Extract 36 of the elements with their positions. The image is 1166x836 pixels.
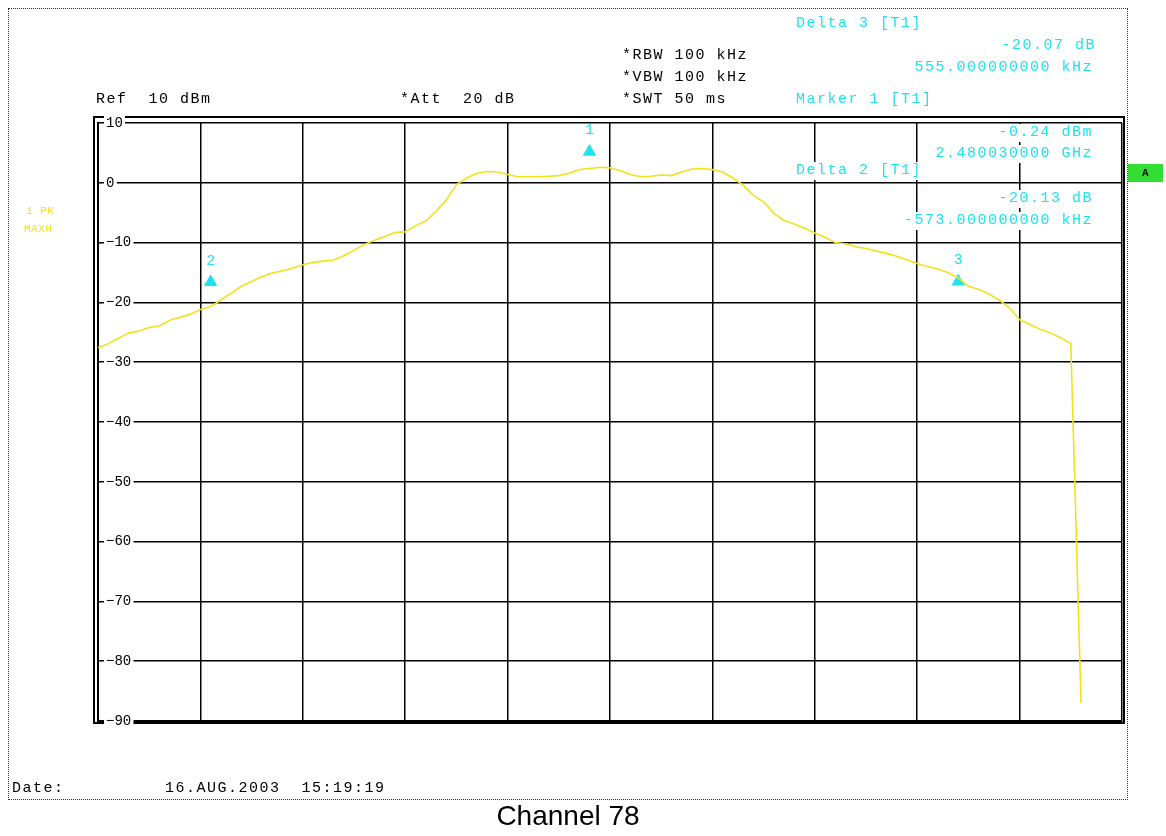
y-tick-label: −80 xyxy=(106,652,132,669)
text: MAXH xyxy=(24,222,53,237)
annotation: 2.480030000 GHz xyxy=(935,145,1093,163)
text: *Att 20 dB xyxy=(400,91,516,109)
y-tick-label: −30 xyxy=(106,353,132,370)
y-tick-label: −20 xyxy=(106,294,132,311)
annotation: -20.13 dB xyxy=(998,190,1093,208)
y-tick-label: −50 xyxy=(106,473,132,490)
text: 16.AUG.2003 15:19:19 xyxy=(165,780,386,798)
y-tick-label: 0 xyxy=(106,174,115,191)
y-tick-label: −40 xyxy=(106,413,132,430)
series-label: 3 xyxy=(953,251,963,269)
text: *SWT 50 ms xyxy=(622,91,728,109)
text: 1 PK xyxy=(26,204,55,219)
y-tick-label: −70 xyxy=(106,593,132,610)
text: Date: xyxy=(12,780,65,798)
text: -20.07 dB xyxy=(1001,37,1096,55)
series-label: 2 xyxy=(206,252,216,270)
text: Ref 10 dBm xyxy=(96,91,212,109)
y-tick-label: −10 xyxy=(106,234,132,251)
text: *RBW 100 kHz xyxy=(622,47,749,65)
text: *VBW 100 kHz xyxy=(622,69,749,87)
y-tick-label: 10 xyxy=(106,114,123,131)
y-tick-label: −90 xyxy=(106,712,132,729)
text: Delta 3 [T1] xyxy=(796,15,923,33)
annotation: -573.000000000 kHz xyxy=(903,212,1093,230)
text: Channel 78 xyxy=(495,800,641,832)
point xyxy=(204,274,218,287)
series-label: 1 xyxy=(585,122,595,140)
text: Marker 1 [T1] xyxy=(796,91,933,109)
annotation: Delta 2 [T1] xyxy=(796,162,923,180)
y-tick-label: −60 xyxy=(106,533,132,550)
annotation: -0.24 dBm xyxy=(998,124,1093,142)
point xyxy=(582,144,597,156)
text: 555.000000000 kHz xyxy=(914,59,1093,77)
text: A xyxy=(1128,164,1164,182)
